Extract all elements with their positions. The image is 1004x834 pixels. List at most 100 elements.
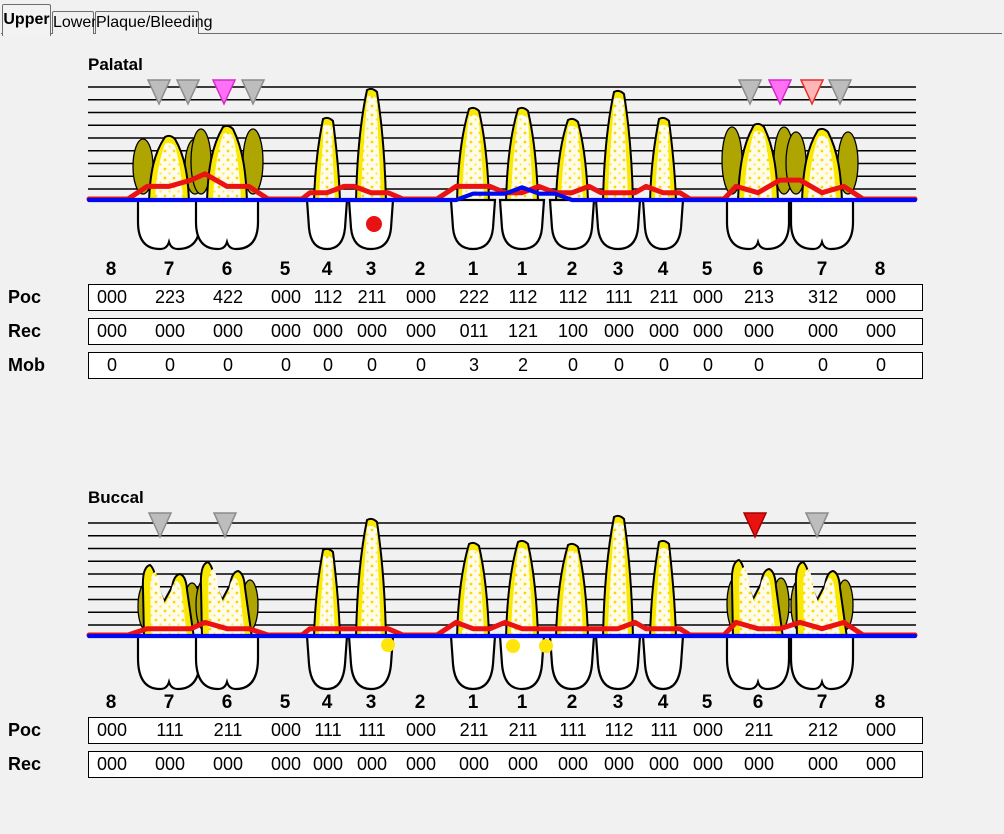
buccal-tooth-chart[interactable] — [0, 509, 1004, 693]
poc-value-R1[interactable]: 112 — [508, 287, 538, 307]
poc-value-L4[interactable]: 111 — [314, 720, 342, 740]
poc-value-L2[interactable]: 000 — [405, 720, 437, 740]
poc-value-L8[interactable]: 000 — [96, 720, 128, 740]
poc-value-L6[interactable]: 422 — [212, 287, 244, 307]
rec-value-L5[interactable]: 000 — [270, 754, 302, 774]
rec-value-L3[interactable]: 000 — [356, 321, 388, 341]
rec-value-R2[interactable]: 100 — [557, 321, 589, 341]
poc-value-R4[interactable]: 211 — [649, 287, 679, 307]
mob-value-L7[interactable]: 0 — [164, 355, 176, 375]
poc-value-L3[interactable]: 111 — [358, 720, 386, 740]
poc-value-R8[interactable]: 000 — [865, 287, 897, 307]
rec-value-L8[interactable]: 000 — [96, 321, 128, 341]
rec-value-L6[interactable]: 000 — [212, 321, 244, 341]
mob-value-R7[interactable]: 0 — [817, 355, 829, 375]
rec-value-R5[interactable]: 000 — [692, 754, 724, 774]
poc-value-R6[interactable]: 213 — [743, 287, 775, 307]
mob-value-L2[interactable]: 0 — [415, 355, 427, 375]
rec-value-R2[interactable]: 000 — [557, 754, 589, 774]
poc-value-L6[interactable]: 211 — [213, 720, 243, 740]
rec-value-R6[interactable]: 000 — [743, 754, 775, 774]
mob-value-L6[interactable]: 0 — [222, 355, 234, 375]
mob-value-R8[interactable]: 0 — [875, 355, 887, 375]
rec-value-R7[interactable]: 000 — [807, 321, 839, 341]
palatal-poc-row-label: Poc — [8, 287, 42, 307]
rec-value-R8[interactable]: 000 — [865, 754, 897, 774]
mob-value-L4[interactable]: 0 — [322, 355, 334, 375]
poc-value-L2[interactable]: 000 — [405, 287, 437, 307]
buccal-rec-row[interactable]: 000 000 000 000 000 000 000 000 000 000 000 000 000 0… — [88, 751, 923, 778]
mob-value-L1[interactable]: 3 — [468, 355, 480, 375]
rec-value-R3[interactable]: 000 — [603, 754, 635, 774]
pocket-depth-line — [86, 619, 918, 638]
rec-value-L5[interactable]: 000 — [270, 321, 302, 341]
rec-value-R7[interactable]: 000 — [807, 754, 839, 774]
poc-value-R2[interactable]: 111 — [559, 720, 587, 740]
tab-lower[interactable]: Lower — [52, 11, 97, 34]
poc-value-L1[interactable]: 211 — [459, 720, 489, 740]
rec-value-L7[interactable]: 000 — [154, 321, 186, 341]
mob-value-R2[interactable]: 0 — [567, 355, 579, 375]
poc-value-L5[interactable]: 000 — [270, 287, 302, 307]
mob-value-R3[interactable]: 0 — [613, 355, 625, 375]
mob-value-L8[interactable]: 0 — [106, 355, 118, 375]
mob-value-R4[interactable]: 0 — [658, 355, 670, 375]
poc-value-R8[interactable]: 000 — [865, 720, 897, 740]
tab-upper[interactable]: Upper — [2, 4, 51, 36]
poc-value-R4[interactable]: 111 — [650, 720, 678, 740]
rec-value-R4[interactable]: 000 — [648, 754, 680, 774]
rec-value-L2[interactable]: 000 — [405, 754, 437, 774]
rec-value-R1[interactable]: 121 — [507, 321, 539, 341]
tooth-R4 — [641, 116, 685, 251]
poc-value-L8[interactable]: 000 — [96, 287, 128, 307]
tooth-number-L1: 1 — [467, 259, 479, 280]
tab-plaque-bleeding[interactable]: Plaque/Bleeding — [95, 11, 213, 34]
rec-value-L1[interactable]: 011 — [459, 321, 489, 341]
palatal-poc-row[interactable]: 000 223 422 000 112 211 000 222 112 112 111 211 000 2… — [88, 284, 923, 311]
poc-value-R6[interactable]: 211 — [744, 720, 774, 740]
section-title-buccal: Buccal — [88, 488, 144, 507]
poc-value-R3[interactable]: 111 — [605, 287, 633, 307]
rec-value-R6[interactable]: 000 — [743, 321, 775, 341]
rec-value-L4[interactable]: 000 — [312, 754, 344, 774]
poc-value-L5[interactable]: 000 — [270, 720, 302, 740]
poc-value-L7[interactable]: 111 — [156, 720, 184, 740]
rec-value-R1[interactable]: 000 — [507, 754, 539, 774]
palatal-mob-row[interactable]: 0 0 0 0 0 0 0 3 2 0 0 0 0 0 0 0 — [88, 352, 923, 379]
rec-value-L1[interactable]: 000 — [458, 754, 490, 774]
rec-value-L2[interactable]: 000 — [405, 321, 437, 341]
rec-value-R4[interactable]: 000 — [648, 321, 680, 341]
rec-value-L8[interactable]: 000 — [96, 754, 128, 774]
gray-furcation-triangle — [240, 79, 266, 106]
palatal-tooth-chart[interactable] — [0, 76, 1004, 260]
pocket-depth-line — [86, 171, 918, 202]
rec-value-L6[interactable]: 000 — [212, 754, 244, 774]
poc-value-L1[interactable]: 222 — [458, 287, 490, 307]
tooth-number-R6: 6 — [752, 692, 764, 713]
palatal-rec-row[interactable]: 000 000 000 000 000 000 000 011 121 100 000 000 000 0… — [88, 318, 923, 345]
poc-value-R3[interactable]: 112 — [604, 720, 634, 740]
rec-value-R8[interactable]: 000 — [865, 321, 897, 341]
poc-value-R7[interactable]: 312 — [807, 287, 839, 307]
mob-value-R6[interactable]: 0 — [753, 355, 765, 375]
tooth-number-L3: 3 — [365, 259, 377, 280]
rec-value-R3[interactable]: 000 — [603, 321, 635, 341]
buccal-poc-row[interactable]: 000 111 211 000 111 111 000 211 211 111 112 111 000 2… — [88, 717, 923, 744]
poc-value-R7[interactable]: 212 — [807, 720, 839, 740]
poc-value-R1[interactable]: 211 — [508, 720, 538, 740]
poc-value-R2[interactable]: 112 — [558, 287, 588, 307]
poc-value-L7[interactable]: 223 — [154, 287, 186, 307]
poc-value-R5[interactable]: 000 — [692, 287, 724, 307]
poc-value-R5[interactable]: 000 — [692, 720, 724, 740]
rec-value-L4[interactable]: 000 — [312, 321, 344, 341]
rec-value-L3[interactable]: 000 — [356, 754, 388, 774]
mob-value-R5[interactable]: 0 — [702, 355, 714, 375]
mob-value-L3[interactable]: 0 — [366, 355, 378, 375]
poc-value-L4[interactable]: 112 — [313, 287, 343, 307]
mob-value-L5[interactable]: 0 — [280, 355, 292, 375]
rec-value-L7[interactable]: 000 — [154, 754, 186, 774]
tooth-R6 — [725, 558, 791, 691]
rec-value-R5[interactable]: 000 — [692, 321, 724, 341]
mob-value-R1[interactable]: 2 — [517, 355, 529, 375]
poc-value-L3[interactable]: 211 — [357, 287, 387, 307]
